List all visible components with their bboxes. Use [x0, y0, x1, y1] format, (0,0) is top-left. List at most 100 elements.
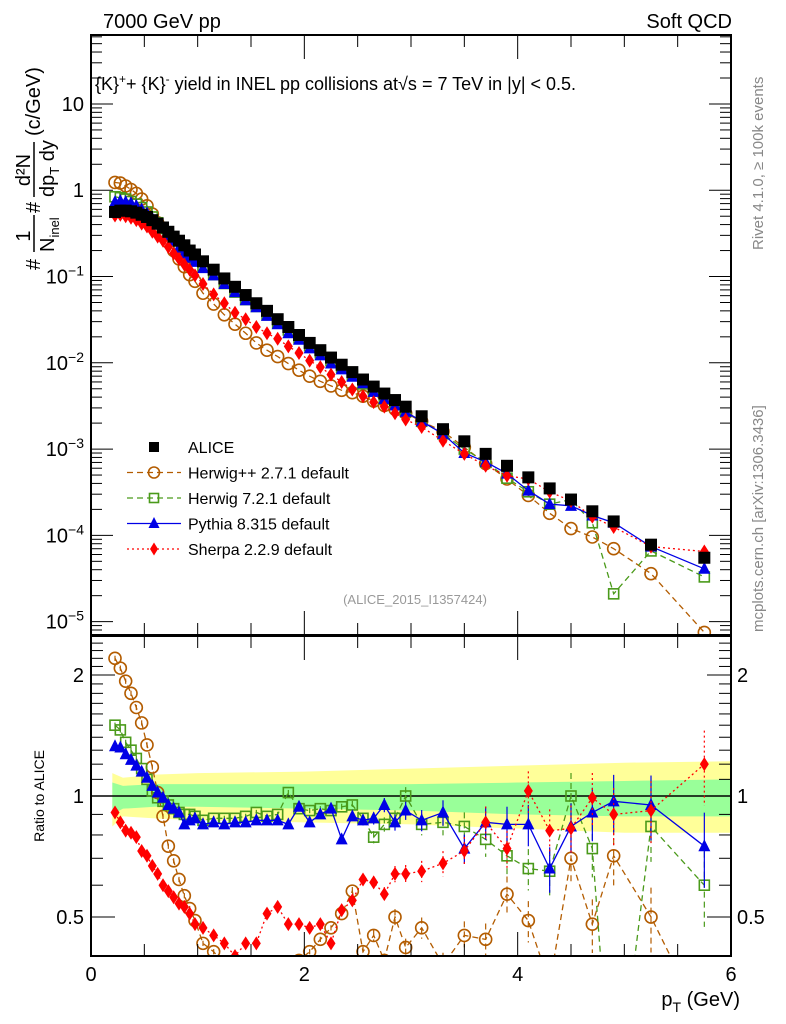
data-point	[260, 343, 274, 357]
svg-text:dpT dy: dpT dy	[37, 140, 62, 197]
ratio-point	[357, 813, 369, 826]
ratio-point	[240, 968, 252, 980]
data-point	[185, 262, 195, 277]
y-tick-label: 10	[62, 94, 84, 116]
ratio-point	[313, 932, 328, 947]
legend-item: Sherpa 2.2.9 default	[127, 542, 333, 559]
data-point	[228, 317, 242, 332]
data-point	[522, 483, 535, 496]
legend: ALICE Herwig++ 2.7.1 default Herwig 7.2.1 …	[127, 440, 350, 559]
ratio-point	[522, 817, 535, 830]
x-axis-label: pT (GeV)	[661, 989, 740, 1015]
data-point	[293, 329, 305, 341]
data-point	[262, 326, 272, 341]
ratio-point	[147, 858, 157, 873]
rivet-label: Rivet 4.1.0, ≥ 100k events	[750, 77, 767, 250]
ratio-point	[347, 893, 357, 908]
ratio-line	[114, 657, 672, 956]
data-point	[399, 400, 412, 413]
main-panel: 10 1 10−1 10−2 10−3 10−4 10−5 {K}++ {K}- yield…	[13, 34, 732, 636]
ratio-axes: 2 2 1 1 0.5 0.5 0 2 4 6	[56, 636, 765, 986]
ratio-point	[282, 786, 295, 799]
data-point	[229, 280, 241, 293]
ratio-point	[335, 832, 348, 845]
ratio-point	[481, 815, 491, 830]
ratio-point	[521, 913, 536, 928]
data-point	[459, 446, 469, 461]
ratio-point	[125, 752, 137, 765]
plot-title: {K}++ {K}- yield in INEL pp collisions a…	[95, 72, 576, 94]
ratio-point	[587, 790, 597, 805]
ratio-point	[399, 790, 412, 802]
ratio-point	[134, 716, 149, 730]
series-line	[114, 214, 705, 553]
ratio-point	[698, 1019, 710, 1024]
data-point	[543, 497, 556, 510]
ratio-point	[113, 661, 128, 675]
data-point	[458, 435, 471, 448]
data-point	[326, 367, 336, 382]
legend-label: Herwig++ 2.7.1 default	[188, 466, 350, 483]
data-point	[241, 312, 251, 327]
y-tick-label: 10−5	[46, 608, 84, 634]
ratio-point	[293, 799, 305, 812]
ratio-point	[110, 805, 120, 820]
ratio-point	[502, 841, 512, 856]
data-point	[190, 268, 200, 283]
ratio-point	[346, 809, 359, 822]
data-point	[251, 319, 261, 334]
data-point	[379, 399, 389, 414]
ratio-point	[282, 817, 295, 830]
x-tick-label: 4	[512, 964, 523, 986]
svg-text:(c/GeV): (c/GeV)	[23, 67, 45, 136]
ratio-series-herwig-2-7-1-default	[108, 651, 710, 1024]
data-point	[302, 369, 317, 383]
data-point	[335, 358, 348, 371]
ratio-point	[585, 917, 600, 931]
data-point	[337, 374, 347, 389]
data-point	[292, 363, 306, 378]
data-point	[479, 447, 492, 460]
svg-text:#: #	[23, 201, 45, 213]
y-tick-label: 10−1	[46, 263, 84, 289]
data-point	[303, 336, 316, 349]
ratio-point	[129, 700, 144, 715]
data-point	[250, 297, 263, 310]
data-point	[273, 331, 283, 346]
data-point	[198, 276, 208, 291]
ratio-point	[115, 815, 125, 830]
ratio-point	[219, 936, 229, 951]
ratio-point	[140, 738, 154, 752]
ratio-point	[399, 803, 412, 816]
data-point	[314, 344, 327, 357]
data-point	[606, 541, 621, 556]
ratio-point	[135, 764, 148, 777]
ratio-point	[457, 928, 472, 943]
data-point	[437, 423, 449, 436]
ratio-point	[698, 839, 711, 852]
data-point	[586, 505, 599, 518]
ratio-point	[273, 899, 283, 914]
ratio-point	[271, 813, 284, 826]
ratio-point	[229, 815, 241, 828]
ratio-point	[250, 813, 263, 826]
legend-label: Herwig 7.2.1 default	[188, 491, 331, 508]
ratio-point	[367, 811, 380, 824]
ratio-point	[207, 815, 220, 828]
ratio-point	[646, 803, 656, 818]
ratio-y-tick-label-left: 0.5	[56, 907, 84, 929]
ratio-point	[545, 823, 555, 838]
ratio-point	[437, 959, 449, 971]
ratio-point	[337, 903, 347, 918]
ratio-point	[166, 853, 181, 868]
ratio-point	[172, 872, 186, 887]
legend-marker	[150, 542, 158, 556]
data-point	[389, 394, 401, 407]
legend-item: Herwig++ 2.7.1 default	[127, 466, 350, 483]
ratio-point	[189, 811, 201, 824]
main-axes: 10 1 10−1 10−2 10−3 10−4 10−5	[46, 35, 732, 636]
data-point	[645, 538, 657, 551]
ratio-point	[378, 818, 391, 831]
ratio-point	[114, 740, 127, 753]
